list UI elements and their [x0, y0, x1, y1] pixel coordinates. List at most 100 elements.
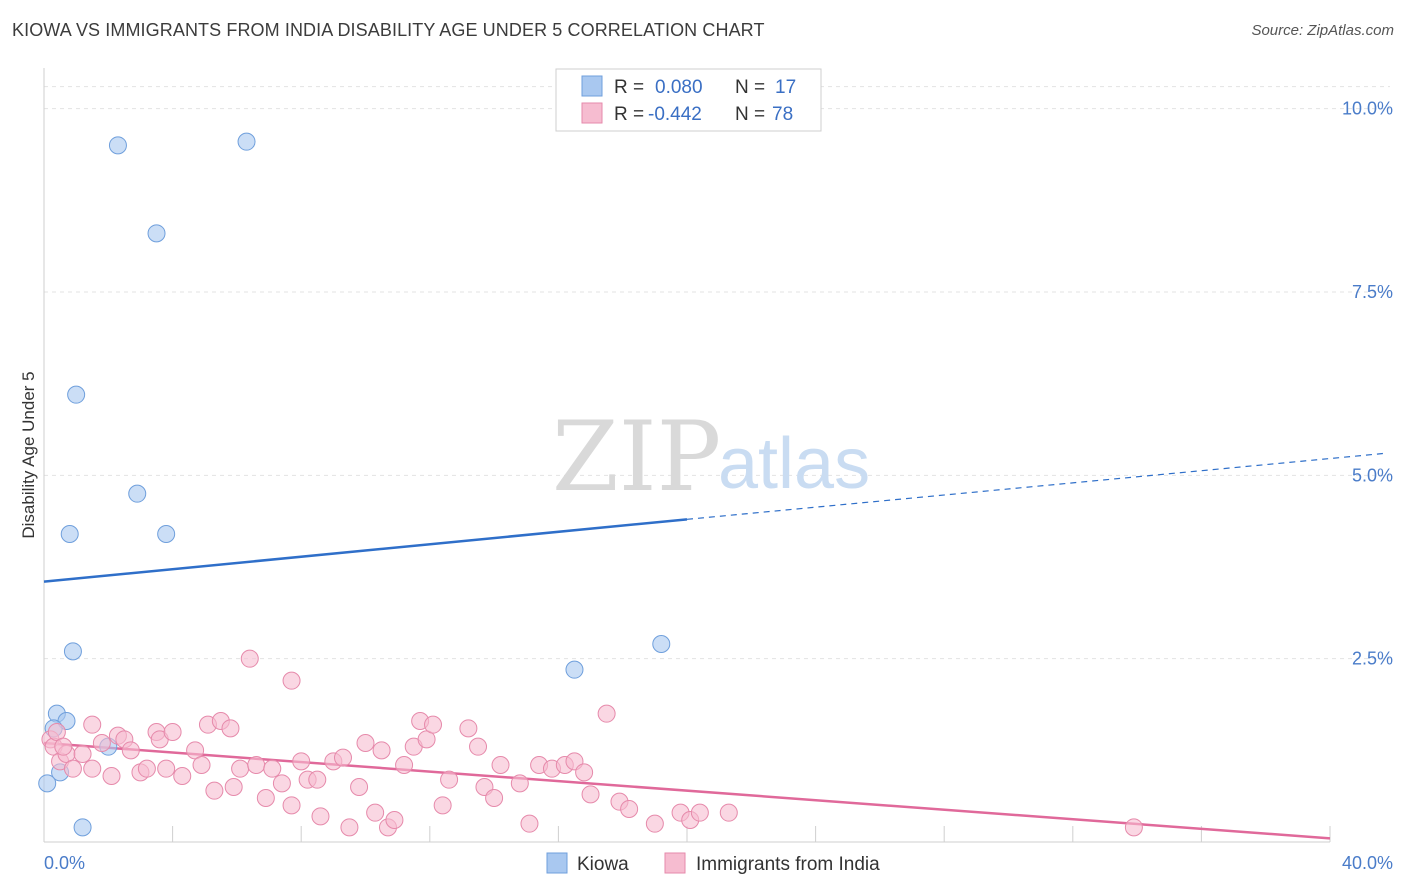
kiowa-point-0: [108, 136, 127, 155]
india-point-46: [366, 803, 385, 822]
watermark-atlas: atlas: [718, 424, 870, 504]
india-point-63: [520, 814, 539, 833]
legend-swatch-kiowa: [581, 75, 603, 97]
india-point-4: [63, 759, 82, 778]
data-points: [38, 132, 1143, 837]
legend-n-value-india: 78: [772, 104, 793, 125]
india-point-23: [192, 756, 211, 774]
india-point-9: [92, 734, 111, 752]
kiowa-point-16: [73, 818, 92, 837]
india-point-28: [205, 781, 224, 800]
india-point-44: [350, 778, 369, 796]
y-tick-label-3: 10.0%: [1342, 99, 1393, 119]
legend-r-label-india: R =: [614, 104, 644, 125]
india-point-14: [102, 767, 121, 785]
india-point-55: [433, 796, 452, 815]
x-tick-label-1: 40.0%: [1342, 853, 1393, 873]
legend-n-label-india: N =: [735, 104, 765, 125]
x-tick-label-0: 0.0%: [44, 853, 85, 873]
india-point-13: [83, 759, 102, 778]
india-point-43: [340, 818, 359, 837]
india-point-36: [282, 671, 301, 690]
legend-n-label-kiowa: N =: [735, 77, 765, 98]
legend-n-value-kiowa: 17: [775, 77, 796, 98]
source-label: Source: ZipAtlas.com: [1251, 22, 1394, 39]
kiowa-point-3: [67, 385, 86, 404]
kiowa-point-1: [237, 132, 256, 151]
legend-bottom-swatch-kiowa: [546, 852, 568, 874]
grid-lines: [44, 86, 1390, 660]
india-point-19: [163, 723, 182, 741]
india-point-32: [256, 789, 275, 807]
kiowa-trend-line: [43, 518, 688, 583]
kiowa-point-4: [128, 484, 147, 503]
kiowa-point-7: [63, 642, 82, 661]
india-point-49: [385, 811, 404, 829]
india-point-27: [240, 649, 259, 668]
india-point-77: [719, 803, 738, 822]
y-tick-label-1: 5.0%: [1352, 465, 1393, 485]
kiowa-trend-extension: [686, 452, 1386, 520]
legend-bottom-swatch-india: [664, 852, 686, 874]
india-point-73: [645, 814, 664, 833]
kiowa-point-2: [147, 224, 166, 243]
india-point-50: [395, 756, 414, 774]
india-point-45: [356, 734, 375, 752]
india-point-70: [597, 704, 616, 723]
legend-r-value-kiowa: 0.080: [655, 77, 703, 98]
y-tick-label-2: 7.5%: [1352, 282, 1393, 302]
kiowa-point-5: [60, 525, 79, 543]
india-point-58: [469, 737, 488, 756]
y-tick-labels: 2.5% 5.0% 7.5% 10.0%: [1342, 99, 1393, 669]
india-point-29: [224, 778, 243, 796]
india-point-47: [372, 741, 391, 760]
india-point-39: [308, 770, 327, 789]
y-axis-title: Disability Age Under 5: [19, 371, 38, 538]
india-point-20: [157, 759, 176, 778]
india-point-37: [292, 752, 311, 771]
india-point-60: [485, 789, 504, 807]
india-point-8: [73, 745, 92, 763]
kiowa-point-15: [38, 774, 57, 793]
india-point-26: [221, 719, 240, 738]
india-point-40: [311, 807, 330, 826]
india-point-12: [121, 741, 140, 760]
india-point-69: [581, 785, 600, 804]
kiowa-point-8: [565, 660, 584, 679]
x-tick-labels: 0.0% 40.0%: [44, 853, 1393, 873]
india-point-62: [510, 774, 529, 793]
legend-bottom: Kiowa Immigrants from India: [546, 852, 880, 875]
legend-bottom-label-india: Immigrants from India: [696, 854, 880, 875]
y-tick-label-0: 2.5%: [1352, 649, 1393, 669]
legend-top: R = 0.080 N = 17 R = -0.442 N = 78: [555, 68, 822, 132]
india-point-54: [424, 715, 443, 734]
india-point-7: [83, 715, 102, 734]
axes: [43, 68, 1331, 843]
legend-swatch-india: [581, 102, 603, 124]
india-point-33: [263, 759, 282, 778]
india-point-35: [282, 796, 301, 815]
legend-r-value-india: -0.442: [648, 104, 702, 125]
india-point-68: [575, 763, 594, 782]
india-point-56: [440, 770, 459, 789]
india-point-34: [272, 774, 291, 793]
chart-title: KIOWA VS IMMIGRANTS FROM INDIA DISABILIT…: [12, 20, 765, 40]
india-point-21: [173, 767, 192, 785]
india-point-72: [620, 800, 639, 818]
india-point-57: [459, 719, 478, 738]
india-point-78: [1124, 818, 1143, 837]
watermark-zip: ZIP: [552, 401, 721, 513]
legend-r-label-kiowa: R =: [614, 77, 644, 98]
india-point-30: [231, 759, 250, 778]
india-point-6: [54, 737, 73, 756]
kiowa-point-6: [157, 525, 176, 543]
legend-bottom-label-kiowa: Kiowa: [577, 854, 629, 875]
india-point-16: [137, 759, 156, 778]
watermark: ZIP atlas: [552, 401, 870, 513]
india-point-31: [247, 756, 266, 774]
india-point-61: [491, 756, 510, 774]
kiowa-point-9: [652, 635, 671, 653]
india-point-76: [690, 803, 709, 822]
india-point-42: [333, 748, 352, 767]
